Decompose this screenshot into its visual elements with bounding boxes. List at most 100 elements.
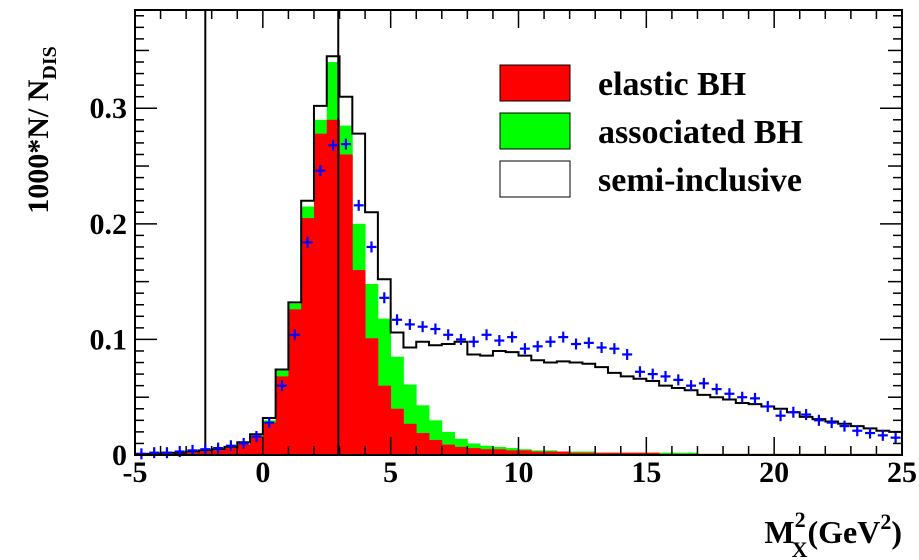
bar-elastic-bh-19 [377,385,392,455]
marker-data-47 [737,391,748,403]
marker-data-6 [213,442,224,454]
marker-data-18 [366,241,377,253]
bar-elastic-bh-10 [262,422,277,455]
bar-elastic-bh-18 [365,338,379,455]
marker-data-2 [161,447,172,459]
y-tick-label: 0.2 [90,208,128,241]
marker-data-38 [622,348,633,360]
x-axis-title-unit-close: ) [891,514,902,550]
marker-data-34 [571,338,582,350]
marker-data-48 [749,392,760,404]
x-axis-title-unit-open: (GeV [807,514,880,550]
marker-data-52 [801,409,812,421]
bar-elastic-bh-31 [531,451,545,455]
marker-data-19 [379,292,390,304]
marker-data-43 [686,380,697,392]
marker-data-40 [647,368,658,380]
y-tick-label: 0 [112,439,127,472]
marker-data-55 [839,420,850,432]
marker-data-27 [481,329,492,341]
marker-data-50 [775,410,786,422]
legend-label-elastic: elastic BH [598,66,746,103]
y-axis-title-sub: DIS [39,46,61,79]
bar-elastic-bh-23 [429,439,443,455]
marker-data-49 [762,400,773,412]
bar-elastic-bh-33 [556,451,571,455]
marker-data-7 [225,440,236,452]
legend: elastic BH associated BH semi-inclusive [499,64,803,199]
marker-data-31 [532,340,543,352]
line-semi-inclusive [134,55,902,455]
marker-data-11 [277,380,288,392]
bar-elastic-bh-32 [544,451,558,455]
marker-data-45 [711,383,722,395]
marker-data-44 [698,377,709,389]
marker-data-5 [200,443,211,455]
marker-data-30 [519,343,530,355]
cut-lines [204,10,340,455]
bar-elastic-bh-34 [569,452,583,455]
x-tick-label: 0 [255,456,270,489]
bar-elastic-bh-30 [518,450,532,455]
marker-data-53 [813,414,824,426]
marker-data-24 [443,329,454,341]
marker-data-41 [660,370,671,382]
bar-elastic-bh-22 [416,433,430,455]
legend-swatch-elastic [499,64,571,102]
x-axis-title-main: M [764,514,794,550]
marker-data-10 [264,417,275,429]
x-axis-title-unit-sup: 2 [880,509,891,534]
legend-entry-associated: associated BH [499,112,803,151]
marker-data-25 [455,333,466,345]
marker-data-23 [430,323,441,335]
x-tick-label: -5 [123,456,148,489]
bar-elastic-bh-37 [607,452,622,455]
marker-data-32 [545,336,556,348]
data-markers [136,138,901,460]
marker-data-51 [788,406,799,418]
bar-elastic-bh-38 [620,452,634,455]
marker-data-54 [826,417,837,429]
bar-elastic-bh-28 [492,449,507,455]
bar-elastic-bh-8 [237,444,251,455]
marker-data-29 [507,331,518,343]
marker-data-22 [417,321,428,333]
marker-data-1 [149,447,160,459]
bar-elastic-bh-36 [595,452,609,455]
marker-data-56 [852,425,863,437]
marker-data-9 [251,431,262,443]
marker-data-21 [404,318,415,330]
marker-data-57 [865,427,876,439]
bar-elastic-bh-15 [326,119,340,456]
marker-data-58 [877,429,888,441]
bar-elastic-bh-40 [646,452,660,455]
bar-elastic-bh-7 [224,448,238,455]
bar-elastic-bh-14 [313,133,328,455]
y-tick-label: 0.1 [90,323,128,356]
marker-data-59 [890,432,901,444]
bar-elastic-bh-26 [467,448,481,455]
marker-data-0 [136,448,147,460]
marker-data-16 [340,138,351,150]
x-tick-label: 20 [759,456,789,489]
marker-data-8 [238,437,249,449]
marker-data-35 [583,337,594,349]
bar-elastic-bh-35 [582,452,596,455]
x-tick-label: 5 [383,456,398,489]
x-tick-label: 10 [504,456,534,489]
marker-data-33 [558,331,569,343]
x-tick-label: 15 [631,456,661,489]
bar-elastic-bh-13 [301,218,315,455]
marker-data-37 [609,343,620,355]
marker-data-46 [724,388,735,400]
bar-elastic-bh-12 [288,309,302,455]
y-axis-title-main: 1000*N/ N [22,79,55,214]
marker-data-12 [289,329,300,341]
marker-data-17 [353,199,364,211]
bar-elastic-bh-21 [403,423,417,455]
bar-elastic-bh-29 [505,450,519,455]
bar-elastic-bh-24 [441,444,455,455]
marker-data-20 [392,314,403,326]
